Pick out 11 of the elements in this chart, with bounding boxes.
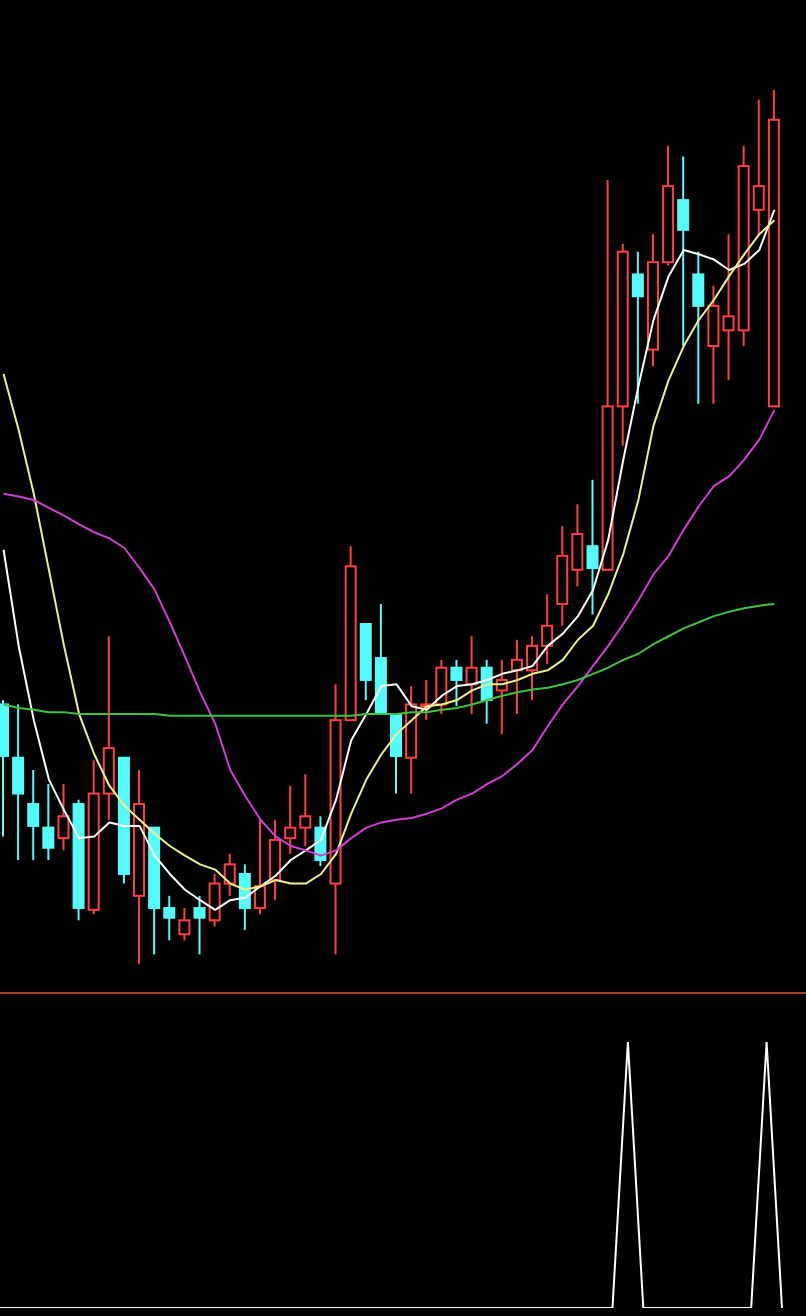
candlestick [42,782,55,861]
candlestick [12,703,25,861]
candlestick [707,284,720,405]
candlestick [57,782,70,852]
candlestick [677,155,690,348]
candlestick [692,250,705,405]
candlestick [133,768,146,964]
candlestick [586,478,599,616]
candlestick [27,768,40,861]
candlestick [269,818,282,902]
candlestick [631,250,644,405]
